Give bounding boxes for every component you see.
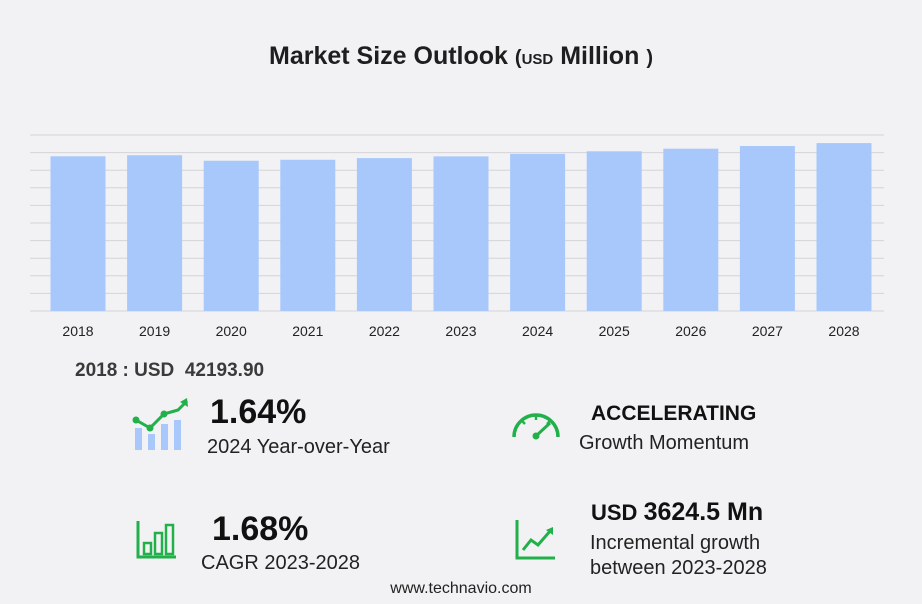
incremental-label-line1: Incremental growth — [590, 532, 761, 554]
x-tick-label: 2021 — [292, 323, 323, 339]
bar-2018 — [50, 156, 106, 311]
momentum-label: Growth Momentum — [579, 432, 750, 454]
bar-2028 — [816, 143, 872, 311]
growth-bars-icon — [132, 398, 189, 450]
x-tick-label: 2019 — [139, 323, 170, 339]
title-paren-open: ( — [514, 47, 522, 69]
title-text: Market Size Outlook — [269, 42, 508, 70]
bar-2019 — [127, 155, 183, 311]
x-tick-label: 2023 — [445, 323, 476, 339]
bar-2025 — [586, 151, 642, 311]
line-chart-icon — [515, 520, 555, 560]
bar-2026 — [663, 148, 719, 311]
incremental-currency: USD — [591, 500, 638, 525]
bar-2023 — [433, 156, 489, 311]
title-unit-currency: USD — [521, 51, 554, 68]
x-tick-label: 2020 — [216, 323, 247, 339]
x-tick-label: 2027 — [752, 323, 783, 339]
bar-chart: 2018 2019 2020 2021 2022 2023 2024 2025 2026 2027… — [30, 134, 884, 339]
bar-2020 — [203, 160, 259, 311]
source-footer: www.technavio.com — [390, 580, 532, 597]
x-tick-label: 2018 — [62, 323, 93, 339]
title-unit-scale: Million — [560, 42, 640, 70]
cagr-label: CAGR 2023-2028 — [201, 552, 360, 574]
speedometer-icon — [512, 413, 560, 440]
chart-x-ticks: 2018 2019 2020 2021 2022 2023 2024 2025 2026 2027… — [62, 323, 859, 339]
cagr-value: 1.68% — [212, 510, 309, 548]
x-tick-label: 2022 — [369, 323, 400, 339]
bar-2024 — [510, 153, 566, 311]
incremental-amount: 3624.5 Mn — [643, 498, 764, 526]
incremental-value: USD 3624.5 Mn — [591, 498, 763, 527]
chart-bars — [50, 143, 872, 311]
x-tick-label: 2024 — [522, 323, 553, 339]
momentum-value: ACCELERATING — [591, 402, 757, 425]
title-paren-close: ) — [646, 47, 653, 69]
yoy-label: 2024 Year-over-Year — [207, 436, 390, 458]
yoy-value: 1.64% — [210, 393, 307, 431]
x-tick-label: 2026 — [675, 323, 706, 339]
x-tick-label: 2028 — [828, 323, 859, 339]
x-tick-label: 2025 — [599, 323, 630, 339]
base-year-value: 2018 : USD 42193.90 — [75, 360, 265, 381]
bar-chart-icon — [136, 521, 176, 559]
incremental-label-line2: between 2023-2028 — [590, 557, 767, 579]
bar-2021 — [280, 159, 336, 311]
chart-title: Market Size Outlook (USD Million ) — [0, 42, 922, 71]
bar-2022 — [356, 158, 412, 311]
bar-2027 — [739, 146, 795, 311]
